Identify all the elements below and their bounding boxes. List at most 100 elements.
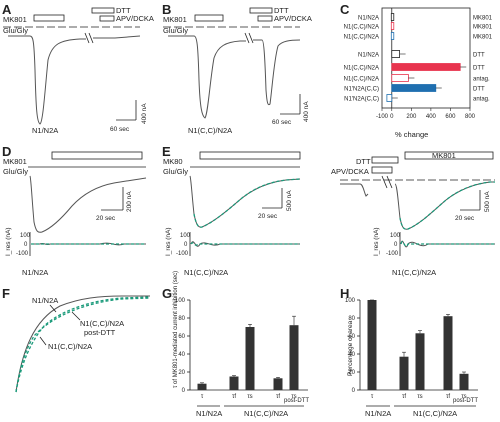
bar bbox=[273, 378, 283, 390]
construct-label: N1/N2A bbox=[22, 268, 48, 277]
scale-x-label: 60 sec bbox=[272, 119, 292, 126]
res-axis-label: I_res (nA) bbox=[5, 227, 12, 256]
residual-fit bbox=[400, 241, 495, 247]
category-label: N1(C,C)/N2A bbox=[344, 35, 379, 41]
panel-letter-d: D bbox=[2, 144, 11, 159]
panel-c: C N1/N2A MK801 N1(C,C)/N2A MK801 N1(C,C)/N2A… bbox=[340, 2, 493, 139]
res-tick: 0 bbox=[394, 242, 398, 248]
pointer-line bbox=[71, 311, 81, 321]
bar bbox=[443, 316, 453, 390]
bar bbox=[245, 327, 255, 390]
construct-label: N1(C,C)/N2A bbox=[184, 268, 228, 277]
tick-label: 600 bbox=[445, 114, 456, 120]
plot-frame bbox=[381, 7, 471, 109]
bar bbox=[386, 94, 393, 102]
scale-y-label: 400 nA bbox=[141, 103, 148, 124]
apv-dcka-label: APV/DCKA bbox=[274, 14, 312, 23]
category-label: N1(C,C)/N2A bbox=[344, 25, 379, 31]
mk801-label: MK801 bbox=[432, 151, 456, 160]
mk801-label: MK801 bbox=[3, 157, 27, 166]
right-label: antag. bbox=[473, 97, 490, 103]
curve-label-n1cc-post: N1(C,C)/N2A bbox=[80, 319, 124, 328]
right-label: MK801 bbox=[473, 16, 493, 22]
scale-x-label: 20 sec bbox=[96, 215, 116, 222]
tick-label: 0 bbox=[352, 388, 356, 394]
scale-x-label: 20 sec bbox=[258, 213, 278, 220]
bar bbox=[391, 50, 400, 58]
category-label: N1(C,C)/N2A bbox=[344, 77, 379, 83]
tick-label: 100 bbox=[345, 298, 356, 304]
tick-label: 80 bbox=[178, 316, 185, 322]
fit-curve-post-dtt bbox=[15, 296, 151, 393]
tick-label: 0 bbox=[182, 388, 186, 394]
group-label: N1/N2A bbox=[365, 409, 391, 418]
scale-y-label: 500 nA bbox=[286, 190, 293, 211]
res-tick: -100 bbox=[386, 251, 399, 257]
panel-f: F N1/N2A N1(C,C)/N2A post-DTT N1(C,C)/N2… bbox=[2, 286, 151, 393]
panel-c-chart: N1/N2A MK801 N1(C,C)/N2A MK801 N1(C,C)/N2A MK… bbox=[344, 7, 493, 120]
right-label: DTT bbox=[473, 87, 485, 93]
mk801-bar bbox=[33, 14, 65, 22]
panel-letter-c: C bbox=[340, 2, 350, 17]
panel-letter-a: A bbox=[2, 2, 12, 17]
construct-label: N1/N2A bbox=[32, 126, 58, 135]
pointer-line bbox=[49, 304, 57, 313]
dtt-label: DTT bbox=[116, 6, 131, 15]
current-trace bbox=[8, 35, 86, 125]
panel-g-chart: 0 20 40 60 80 100 τ τf τs τf τs bbox=[175, 298, 308, 400]
tick-label: 60 bbox=[178, 334, 185, 340]
y-axis-label: Percentage of area bbox=[347, 320, 354, 376]
bar bbox=[390, 32, 395, 40]
glu-gly-label: Glu/Gly bbox=[163, 167, 188, 176]
post-dtt-label: post-DTT bbox=[453, 398, 478, 404]
fit-curve bbox=[193, 178, 301, 228]
tick-label: 200 bbox=[406, 114, 417, 120]
panel-letter-b: B bbox=[162, 2, 171, 17]
dtt-bar bbox=[249, 7, 273, 14]
category-label: τf bbox=[446, 394, 450, 400]
construct-label: N1(C,C)/N2A bbox=[392, 268, 436, 277]
category-label: N1/N2A bbox=[358, 53, 379, 59]
res-tick: 100 bbox=[20, 233, 31, 239]
res-tick: 100 bbox=[180, 233, 191, 239]
bar bbox=[367, 300, 377, 390]
mk801-label: MK801 bbox=[3, 15, 27, 24]
dtt-bar bbox=[91, 7, 115, 14]
right-label: MK801 bbox=[473, 25, 493, 31]
res-tick: -100 bbox=[176, 251, 189, 257]
mk801-label: MK801 bbox=[163, 15, 187, 24]
category-label: N1'N2A(C,C) bbox=[344, 87, 379, 93]
mk801-bar bbox=[51, 151, 143, 160]
right-label: antag. bbox=[473, 77, 490, 83]
panel-d: D MK801 Glu/Gly 200 nA 20 sec 100 0 -100… bbox=[2, 144, 147, 277]
bar bbox=[390, 22, 395, 30]
res-tick: 0 bbox=[24, 242, 28, 248]
category-label: N1/N2A bbox=[358, 16, 379, 22]
scale-y-label: 200 nA bbox=[126, 191, 133, 212]
tick-label: 20 bbox=[348, 370, 355, 376]
bar bbox=[197, 383, 207, 390]
apv-bar bbox=[99, 15, 115, 22]
tick-label: -100 bbox=[376, 114, 389, 120]
residual-fit bbox=[190, 242, 300, 246]
category-label: τ bbox=[371, 394, 374, 400]
mk801-bar bbox=[404, 151, 494, 160]
apv-bar bbox=[371, 166, 393, 174]
curve-label-n1n2a: N1/N2A bbox=[32, 296, 58, 305]
right-label: MK801 bbox=[473, 35, 493, 41]
category-label: τf bbox=[276, 394, 280, 400]
right-label: DTT bbox=[473, 53, 485, 59]
group-label: N1/N2A bbox=[196, 409, 222, 418]
category-label: τs bbox=[291, 394, 296, 400]
dtt-bar bbox=[371, 156, 399, 164]
tick-label: 80 bbox=[348, 316, 355, 322]
res-tick: -100 bbox=[16, 251, 29, 257]
category-label: N1(C,C)/N2A bbox=[344, 66, 379, 72]
current-trace bbox=[189, 175, 301, 228]
bar bbox=[229, 376, 239, 390]
axis-break bbox=[386, 175, 393, 189]
pointer-line bbox=[39, 336, 47, 346]
dtt-label: DTT bbox=[356, 157, 371, 166]
tick-label: 60 bbox=[348, 334, 355, 340]
group-label: N1(C,C)/N2A bbox=[413, 409, 457, 418]
